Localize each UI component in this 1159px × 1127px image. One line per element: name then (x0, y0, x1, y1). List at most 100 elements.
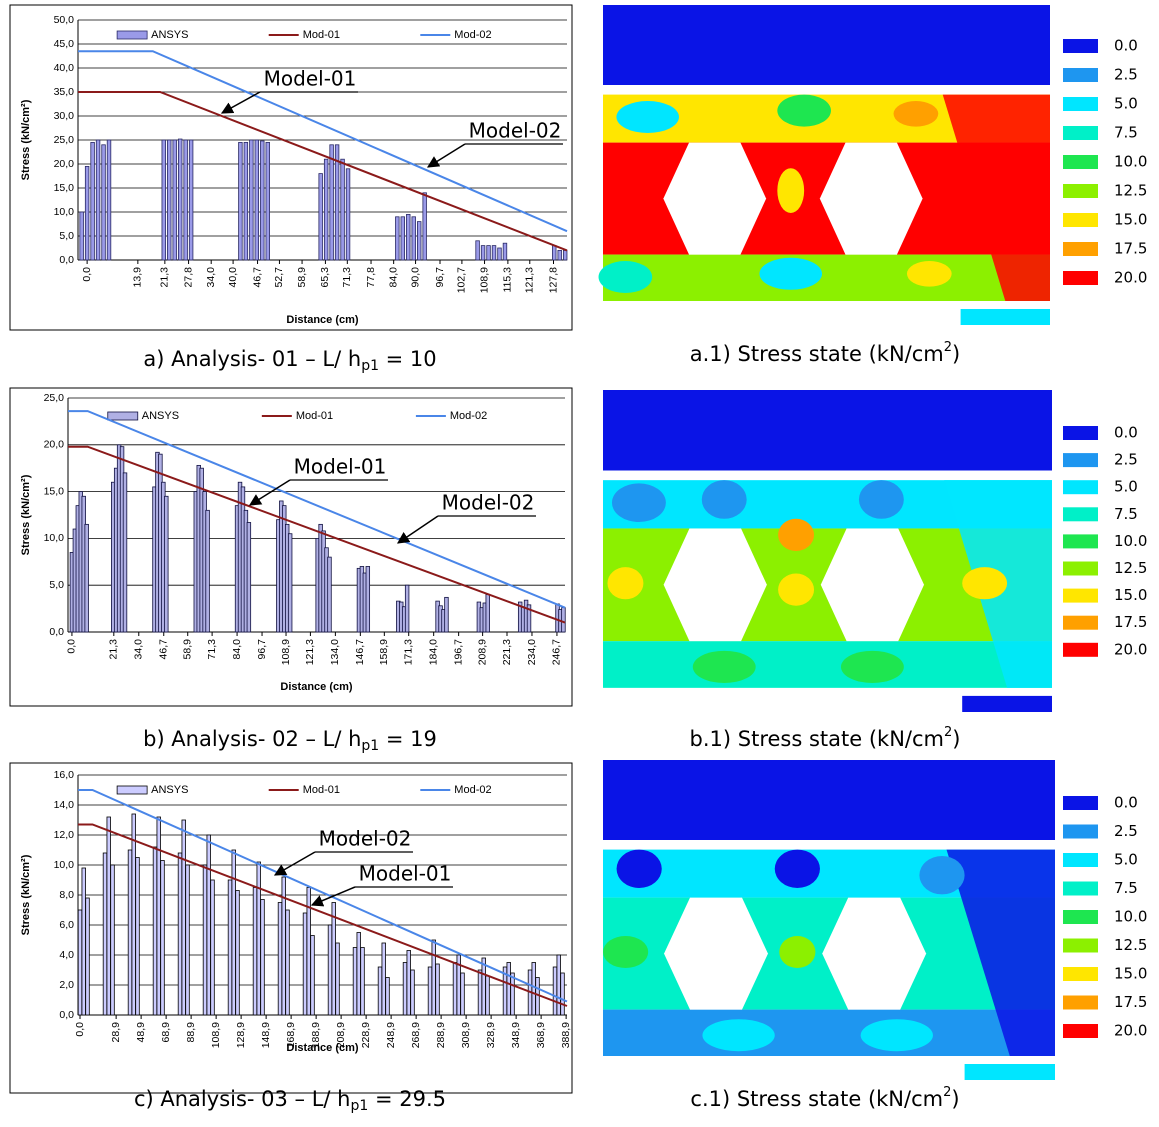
bar (128, 850, 132, 1015)
y-tick-label: 10,0 (54, 859, 75, 871)
x-tick-label: 348,9 (510, 1022, 522, 1048)
x-tick-label: 208,9 (476, 639, 488, 665)
contour-blob (777, 168, 804, 213)
bar (85, 166, 89, 260)
bar (361, 948, 365, 1016)
bar (286, 910, 290, 1015)
bar (228, 880, 232, 1015)
bar (341, 159, 345, 260)
contour-blob (859, 480, 904, 519)
bar (303, 913, 307, 1015)
y-tick-label: 0,0 (59, 254, 74, 266)
x-tick-label: 13,9 (132, 267, 144, 288)
contour-legend-label: 5.0 (1114, 478, 1138, 496)
contour-legend-label: 12.5 (1114, 182, 1147, 200)
bar (492, 246, 496, 260)
x-tick-label: 0,0 (66, 639, 78, 654)
contour-blob (894, 101, 939, 127)
contour-blob (962, 567, 1007, 599)
contour-legend-swatch (1063, 453, 1098, 467)
y-tick-label: 25,0 (44, 392, 65, 404)
contour-blob (616, 101, 679, 133)
x-tick-label: 234,0 (526, 639, 538, 665)
bar (178, 853, 182, 1015)
bar (382, 943, 386, 1015)
caption: a) Analysis- 01 – L/ hp1 = 10 (143, 347, 436, 374)
contour-legend-swatch (1063, 616, 1098, 630)
bar (417, 222, 421, 260)
bar (324, 159, 328, 260)
contour-legend-label: 7.5 (1114, 505, 1138, 523)
x-tick-label: 88,9 (185, 1022, 197, 1043)
contour-legend-swatch (1063, 534, 1098, 548)
x-tick-label: 121,3 (304, 639, 316, 665)
contour-legend-swatch (1063, 996, 1098, 1010)
contour-legend-label: 2.5 (1114, 451, 1138, 469)
bar (436, 964, 440, 1015)
x-tick-label: 34,0 (133, 639, 145, 660)
contour-legend-label: 5.0 (1114, 95, 1138, 113)
legend-label: Mod-02 (454, 29, 491, 41)
contour-legend-label: 20.0 (1114, 640, 1147, 658)
bar (78, 910, 82, 1015)
stress-contour (603, 390, 1052, 712)
bar (562, 608, 566, 632)
x-tick-label: 65,3 (319, 267, 331, 288)
contour-bottom (965, 1064, 1055, 1080)
x-tick-label: 171,3 (402, 639, 414, 665)
contour-blob (779, 936, 815, 968)
x-tick-label: 246,7 (551, 639, 563, 665)
bar (182, 820, 186, 1015)
bar (330, 145, 334, 260)
bar (401, 217, 405, 260)
y-tick-label: 16,0 (54, 769, 75, 781)
x-tick-label: 102,7 (456, 267, 468, 293)
contour-blob (778, 574, 814, 606)
contour-legend-swatch (1063, 480, 1098, 494)
caption: b) Analysis- 02 – L/ hp1 = 19 (143, 727, 437, 754)
x-tick-label: 308,9 (460, 1022, 472, 1048)
contour-legend-label: 15.0 (1114, 211, 1147, 229)
y-tick-label: 5,0 (49, 579, 64, 591)
contour-caption: b.1) Stress state (kN/cm2) (690, 725, 961, 752)
y-axis-title: Stress (kN/cm²) (20, 99, 32, 180)
caption-sub: p1 (361, 358, 379, 374)
x-tick-label: 368,9 (535, 1022, 547, 1048)
bar (412, 217, 416, 260)
x-tick-label: 96,7 (256, 639, 268, 660)
x-tick-label: 196,7 (452, 639, 464, 665)
contour-blob (841, 651, 904, 683)
contour-top (603, 760, 1055, 840)
caption-sup: 2 (943, 1085, 951, 1100)
legend-label: ANSYS (142, 410, 179, 422)
x-tick-label: 221,3 (501, 639, 513, 665)
caption-sub: p1 (361, 738, 379, 754)
x-tick-label: 0,0 (74, 1022, 86, 1037)
bar (247, 522, 251, 632)
x-tick-label: 121,3 (524, 267, 536, 293)
bar (253, 888, 257, 1016)
annotation: Model-01 (264, 67, 357, 91)
bar (346, 169, 350, 260)
contour-legend-swatch (1063, 589, 1098, 603)
x-tick-label: 48,9 (135, 1022, 147, 1043)
annotation: Model-02 (469, 119, 562, 143)
bar (96, 140, 100, 260)
contour-blob (599, 261, 653, 293)
bar (184, 140, 188, 260)
bar (232, 850, 236, 1015)
bar (111, 865, 115, 1015)
contour-bottom (961, 309, 1050, 325)
bar (161, 861, 165, 1016)
x-tick-label: 108,9 (280, 639, 292, 665)
contour-blob (759, 258, 822, 290)
bar (357, 933, 361, 1016)
x-tick-label: 21,3 (159, 267, 171, 288)
contour-legend-label: 0.0 (1114, 424, 1138, 442)
x-tick-label: 71,3 (206, 639, 218, 660)
contour-legend-swatch (1063, 507, 1098, 521)
contour-blob (919, 856, 964, 894)
contour-caption: a.1) Stress state (kN/cm2) (690, 340, 960, 367)
contour-legend-swatch (1063, 271, 1098, 285)
contour-legend-swatch (1063, 39, 1098, 53)
